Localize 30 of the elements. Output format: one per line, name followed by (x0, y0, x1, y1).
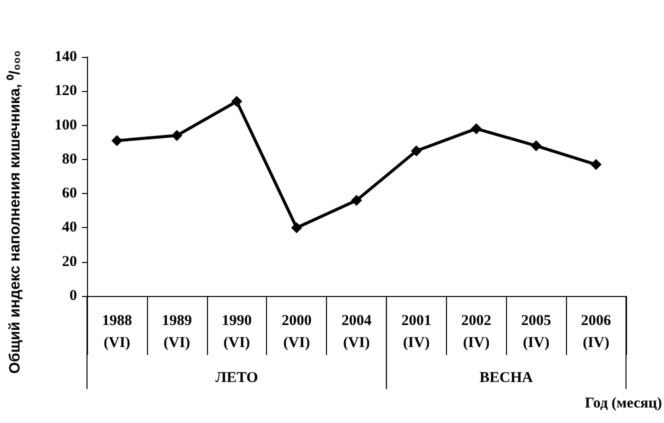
x-tick-label: 2000 (VI) (282, 313, 312, 351)
point (530, 140, 542, 152)
x-tick-label: 1988 (VI) (102, 313, 132, 351)
point (410, 145, 422, 156)
point (351, 194, 362, 206)
x-tick-label: 1989 (VI) (162, 313, 192, 351)
x-tick-label: 2004 (VI) (342, 313, 372, 351)
point (291, 222, 302, 234)
y-tick-label: 140 (54, 49, 77, 65)
x-tick-label: 1990 (VI) (222, 313, 252, 351)
y-tick-label: 40 (62, 220, 77, 236)
x-tick-label: 2006 (IV) (581, 313, 612, 351)
x-tick-label: 2001 (IV) (401, 313, 432, 351)
x-axis-title: Год (месяц) (584, 396, 662, 412)
y-tick-label: 20 (62, 254, 77, 270)
point (111, 135, 122, 146)
point (231, 96, 242, 107)
point (171, 130, 182, 142)
y-tick-label: 0 (70, 288, 77, 304)
point (470, 123, 482, 134)
y-tick-label: 100 (54, 117, 77, 134)
text: ВЕСНА (480, 370, 534, 386)
y-tick-label: 60 (62, 186, 77, 202)
x-tick-label: 2005 (IV) (521, 313, 552, 351)
text: ЛЕТО (215, 370, 258, 386)
y-axis-title: Общий индекс наполнения кишечника, ⁰/₀₀₀ (6, 50, 24, 374)
point (590, 159, 602, 170)
y-tick-label: 120 (54, 83, 77, 100)
y-tick-label: 80 (62, 151, 77, 168)
x-tick-label: 2002 (IV) (461, 313, 492, 351)
